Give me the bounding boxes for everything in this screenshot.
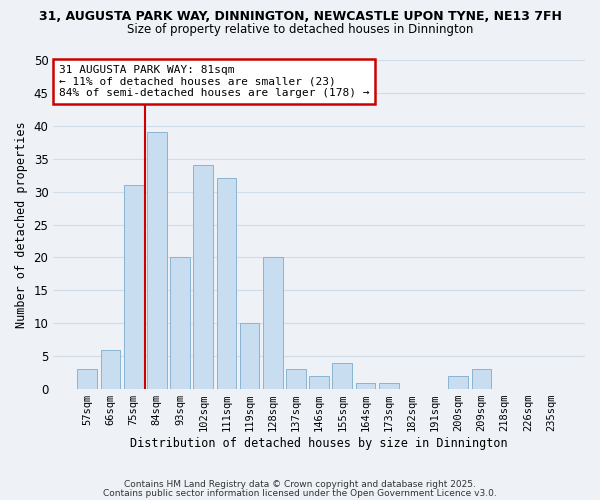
Bar [309,376,329,389]
Bar [217,178,236,389]
Bar [263,258,283,389]
Bar [124,185,143,389]
Text: Contains HM Land Registry data © Crown copyright and database right 2025.: Contains HM Land Registry data © Crown c… [124,480,476,489]
Bar [101,350,121,389]
Bar [379,382,398,389]
Bar [170,258,190,389]
X-axis label: Distribution of detached houses by size in Dinnington: Distribution of detached houses by size … [130,437,508,450]
Bar [448,376,468,389]
Bar [356,382,376,389]
Bar [332,363,352,389]
Bar [240,324,259,389]
Text: 31 AUGUSTA PARK WAY: 81sqm
← 11% of detached houses are smaller (23)
84% of semi: 31 AUGUSTA PARK WAY: 81sqm ← 11% of deta… [59,65,369,98]
Bar [147,132,167,389]
Bar [286,370,306,389]
Bar [472,370,491,389]
Bar [77,370,97,389]
Bar [193,166,213,389]
Text: Size of property relative to detached houses in Dinnington: Size of property relative to detached ho… [127,22,473,36]
Text: 31, AUGUSTA PARK WAY, DINNINGTON, NEWCASTLE UPON TYNE, NE13 7FH: 31, AUGUSTA PARK WAY, DINNINGTON, NEWCAS… [38,10,562,23]
Text: Contains public sector information licensed under the Open Government Licence v3: Contains public sector information licen… [103,488,497,498]
Y-axis label: Number of detached properties: Number of detached properties [15,121,28,328]
